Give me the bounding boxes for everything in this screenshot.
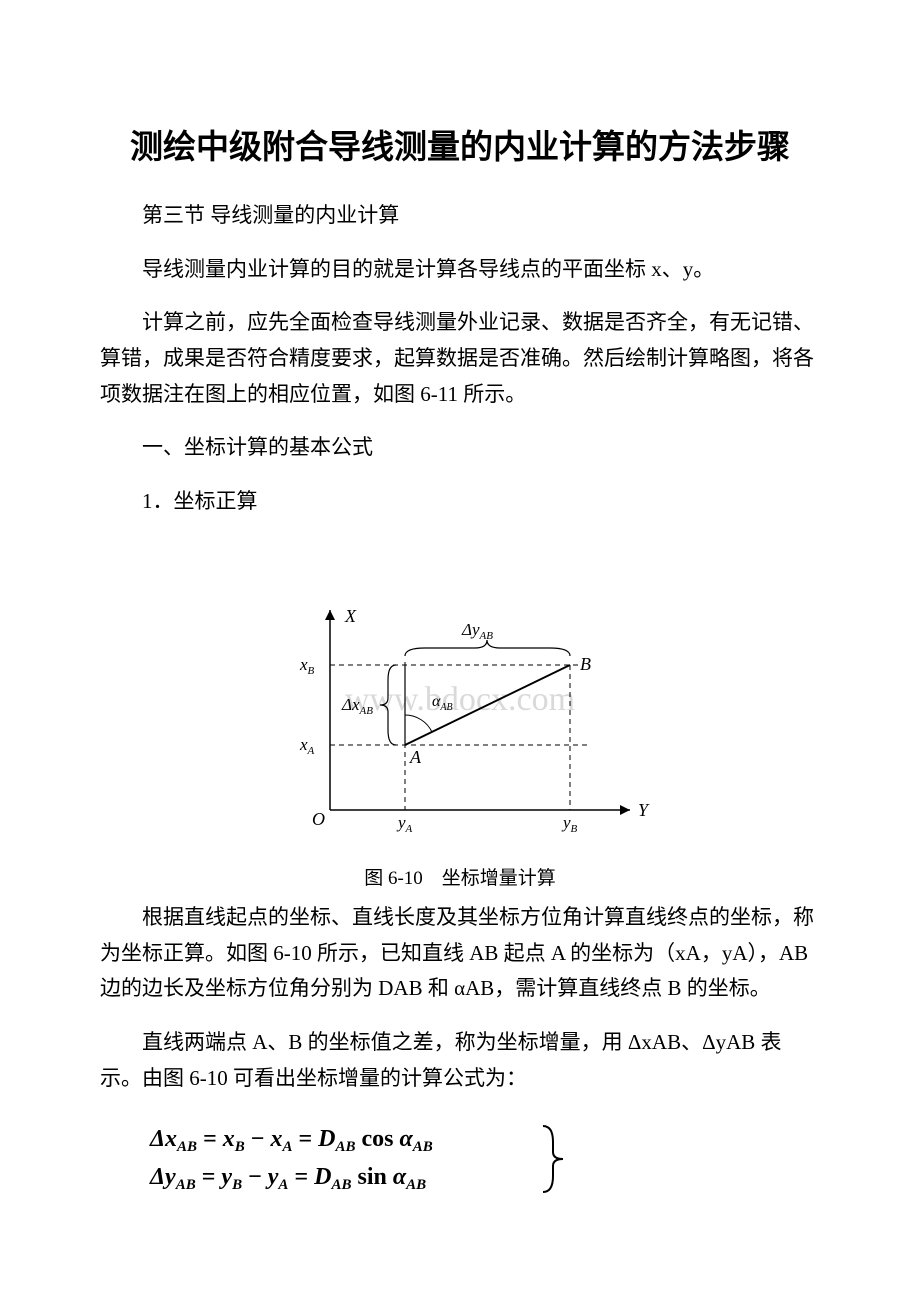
label-O: O bbox=[312, 809, 325, 829]
section-heading: 第三节 导线测量的内业计算 bbox=[100, 198, 820, 234]
coordinate-increment-diagram: www.bdocx.com X Y O xB bbox=[250, 550, 670, 850]
formula-svg: ΔxAB = xB − xA = DAB cos αAB ΔyAB = yB −… bbox=[140, 1114, 580, 1204]
brace-dy bbox=[405, 640, 570, 656]
label-Y: Y bbox=[638, 800, 650, 820]
x-axis-arrow bbox=[620, 805, 630, 815]
paragraph-precheck: 计算之前，应先全面检查导线测量外业记录、数据是否齐全，有无记错、算错，成果是否符… bbox=[100, 305, 820, 412]
y-axis-arrow bbox=[325, 610, 335, 620]
label-A: A bbox=[409, 747, 422, 767]
figure-6-10: www.bdocx.com X Y O xB bbox=[100, 550, 820, 890]
page-title: 测绘中级附合导线测量的内业计算的方法步骤 bbox=[100, 120, 820, 168]
label-X: X bbox=[344, 606, 357, 626]
label-yA: yA bbox=[396, 813, 413, 835]
svg-text:ΔyAB = yB −: ΔyAB = yB − yA = DAB sin αAB bbox=[149, 1164, 426, 1193]
formula-brace bbox=[543, 1126, 563, 1192]
label-xB: xB bbox=[299, 655, 315, 677]
svg-text:ΔxAB = xB −: ΔxAB = xB − xA = DAB cos αAB bbox=[149, 1126, 433, 1155]
label-dyAB: ΔyAB bbox=[461, 620, 493, 642]
formula-increment: ΔxAB = xB − xA = DAB cos αAB ΔyAB = yB −… bbox=[140, 1114, 820, 1209]
paragraph-forward-calc: 根据直线起点的坐标、直线长度及其坐标方位角计算直线终点的坐标，称为坐标正算。如图… bbox=[100, 900, 820, 1007]
label-xA: xA bbox=[299, 735, 315, 757]
paragraph-increment-def: 直线两端点 A、B 的坐标值之差，称为坐标增量，用 ΔxAB、ΔyAB 表示。由… bbox=[100, 1025, 820, 1096]
label-B: B bbox=[580, 654, 591, 674]
item-heading-1: 1．坐标正算 bbox=[100, 484, 820, 520]
label-yB: yB bbox=[561, 813, 578, 835]
subsection-heading-1: 一、坐标计算的基本公式 bbox=[100, 430, 820, 466]
watermark-text: www.bdocx.com bbox=[345, 681, 575, 718]
figure-caption: 图 6-10 坐标增量计算 bbox=[100, 863, 820, 890]
paragraph-purpose: 导线测量内业计算的目的就是计算各导线点的平面坐标 x、y。 bbox=[100, 252, 820, 288]
